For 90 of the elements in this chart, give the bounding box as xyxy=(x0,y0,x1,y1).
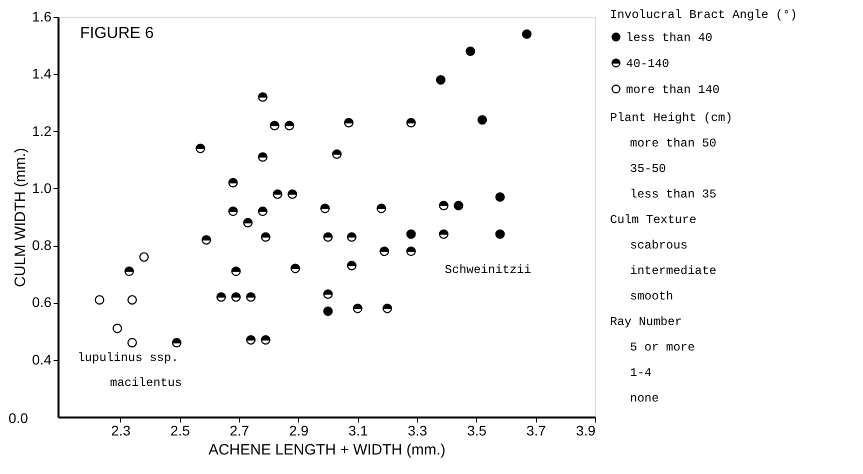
point xyxy=(406,118,416,128)
annotation: lupulinus ssp. xyxy=(78,351,178,365)
point xyxy=(196,144,206,154)
point xyxy=(436,75,446,85)
text: 35-50 xyxy=(630,162,666,176)
point xyxy=(380,246,390,256)
legend-label: less than 40 xyxy=(626,31,712,45)
legend-label: 40-140 xyxy=(626,57,670,71)
point xyxy=(382,304,392,314)
text: more than 50 xyxy=(630,136,716,150)
x-tick-label: 3.7 xyxy=(526,422,546,438)
point xyxy=(231,292,241,302)
x-tick-label: 2.5 xyxy=(170,422,190,438)
point xyxy=(228,178,238,188)
point xyxy=(231,266,241,276)
point xyxy=(288,189,298,199)
point xyxy=(270,120,280,130)
point xyxy=(438,200,448,210)
text: scabrous xyxy=(630,238,688,252)
point xyxy=(406,246,416,256)
text: Plant Height (cm) xyxy=(610,111,732,125)
point xyxy=(202,235,212,245)
text: intermediate xyxy=(630,264,716,278)
point xyxy=(260,232,270,242)
point xyxy=(260,335,270,345)
point xyxy=(376,204,386,214)
text: smooth xyxy=(630,290,674,304)
text: Ray Number xyxy=(610,315,682,329)
legend-title: Involucral Bract Angle (°) xyxy=(610,8,798,22)
x-axis-title: ACHENE LENGTH + WIDTH (mm.) xyxy=(208,442,446,458)
text: less than 35 xyxy=(630,188,716,202)
point xyxy=(94,295,104,305)
text: FIGURE 6 xyxy=(80,25,154,42)
point xyxy=(258,152,268,162)
text: none xyxy=(630,392,659,406)
point xyxy=(495,192,505,202)
y-tick-label: 1.0 xyxy=(32,180,52,196)
x-tick-label: 3.3 xyxy=(408,422,428,438)
point xyxy=(246,335,256,345)
point xyxy=(406,229,416,239)
point xyxy=(127,295,137,305)
point xyxy=(172,338,182,348)
y-axis-title: CULM WIDTH (mm.) xyxy=(12,148,30,288)
y-tick-label: 1.6 xyxy=(32,8,52,24)
annotation: Schweinitzii xyxy=(444,263,532,277)
point xyxy=(438,229,448,239)
point xyxy=(323,289,333,299)
point xyxy=(346,232,356,242)
point xyxy=(124,266,134,276)
point xyxy=(258,206,268,216)
x-tick-label: 2.9 xyxy=(289,422,309,438)
point xyxy=(246,292,256,302)
point xyxy=(344,118,354,128)
text: 1-4 xyxy=(630,366,652,380)
point xyxy=(243,218,253,228)
x-tick-label: 2.7 xyxy=(230,422,250,438)
x-tick-label: 3.9 xyxy=(576,422,596,438)
point xyxy=(454,200,464,210)
point xyxy=(346,260,356,270)
text: 0.0 xyxy=(8,410,28,426)
x-tick-label: 3.5 xyxy=(467,422,487,438)
point xyxy=(258,92,268,102)
y-tick-label: 1.4 xyxy=(32,66,52,82)
point xyxy=(127,338,137,348)
y-tick-label: 1.2 xyxy=(32,122,52,139)
point xyxy=(139,252,149,262)
point xyxy=(477,115,488,125)
point xyxy=(323,306,333,316)
point xyxy=(290,264,300,274)
x-tick-label: 3.1 xyxy=(348,422,368,438)
point xyxy=(332,149,342,159)
text: Culm Texture xyxy=(610,213,696,227)
text: 5 or more xyxy=(630,340,695,354)
point xyxy=(272,189,282,199)
annotation: macilentus xyxy=(110,376,182,390)
y-tick-label: 0.6 xyxy=(32,294,52,310)
point xyxy=(522,29,532,39)
x-tick-label: 2.3 xyxy=(111,422,131,438)
point xyxy=(112,324,122,334)
point xyxy=(320,204,330,214)
point xyxy=(495,229,505,239)
y-tick-label: 0.4 xyxy=(32,351,52,368)
legend-label: more than 140 xyxy=(626,83,720,97)
point xyxy=(323,232,333,242)
point xyxy=(216,292,226,302)
point xyxy=(284,120,294,130)
y-tick-label: 0.8 xyxy=(32,237,52,254)
point xyxy=(228,206,238,216)
point xyxy=(352,304,362,314)
point xyxy=(466,46,476,56)
